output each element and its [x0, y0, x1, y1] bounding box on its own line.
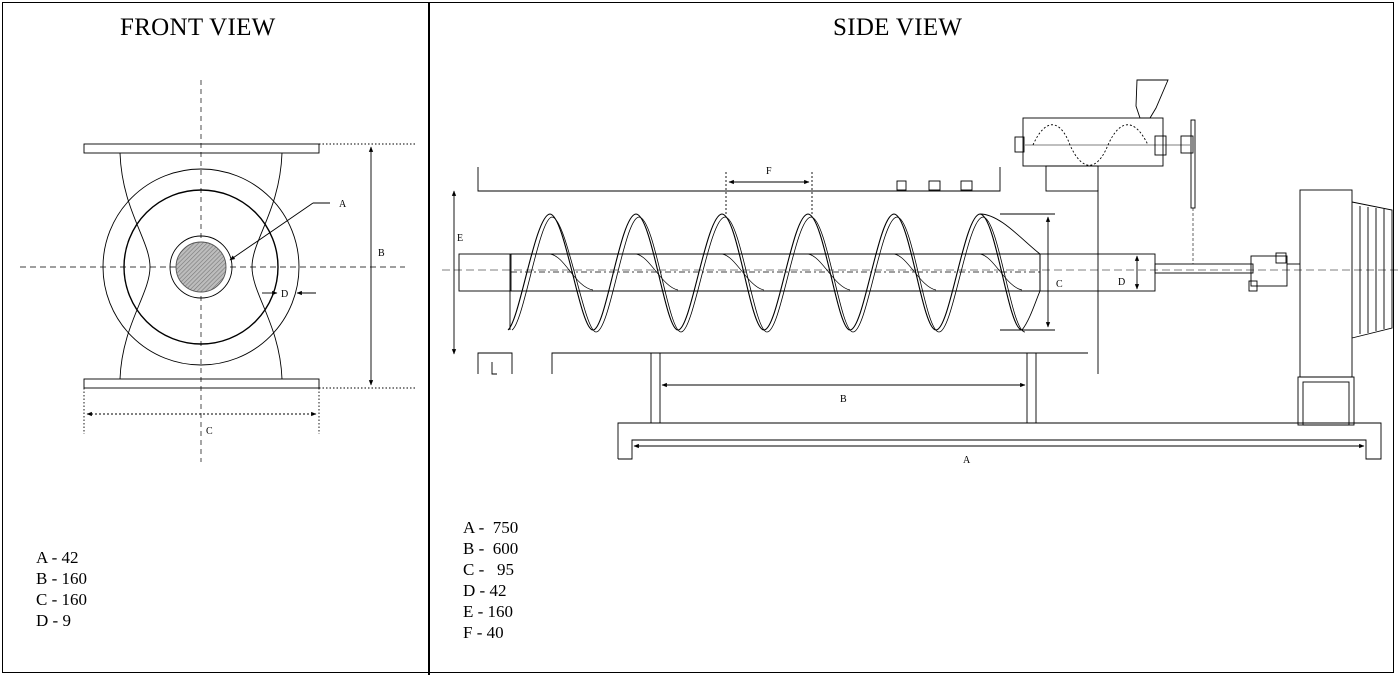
legend-line: D - 9: [36, 611, 71, 630]
side-view-title: SIDE VIEW: [833, 14, 963, 41]
side-feeder-screw: [1032, 124, 1149, 166]
side-port-2: [928, 180, 941, 191]
side-label-b: B: [840, 394, 847, 405]
side-drive-shaft: [1154, 263, 1254, 274]
side-screw-right-flight: [979, 213, 1041, 331]
side-trough-top: [477, 167, 1001, 192]
side-feeder-nozzle: [1154, 135, 1167, 156]
side-feeder-barrel: [1022, 117, 1164, 167]
side-support-left: [650, 352, 661, 424]
front-right-profile: [251, 152, 283, 380]
side-trough-bottom-left: [477, 352, 513, 374]
side-trough-bottom: [551, 352, 1088, 374]
legend-line: C - 160: [36, 590, 87, 609]
side-label-e: E: [457, 233, 463, 244]
side-screw-helix-inner: [549, 253, 1023, 291]
side-label-d: D: [1118, 277, 1125, 288]
front-outer-circle: [102, 168, 300, 366]
side-label-a: A: [963, 455, 971, 466]
side-label-f: F: [766, 166, 772, 177]
side-dimension-legend: A - 750 B - 600 C - 95 D - 42 E - 160 F …: [463, 517, 518, 643]
front-shaft-ring: [169, 235, 233, 299]
legend-line: A - 750: [463, 518, 519, 537]
front-bottom-flange: [83, 378, 320, 389]
side-motor-stand: [1297, 376, 1355, 426]
front-dimension-legend: A - 42 B - 160 C - 160 D - 9: [36, 547, 87, 631]
front-leader-a-diag: [229, 202, 314, 261]
front-inner-circle: [123, 189, 279, 345]
front-view-title: FRONT VIEW: [120, 14, 276, 41]
side-trough-bottom-small: [491, 362, 497, 375]
legend-line: D - 42: [463, 581, 507, 600]
front-label-a: A: [339, 199, 347, 210]
front-label-d: D: [281, 289, 288, 300]
legend-line: B - 600: [463, 539, 519, 558]
side-coupling: [1250, 255, 1288, 287]
side-feeder-base: [1045, 165, 1099, 192]
legend-line: A - 42: [36, 548, 79, 567]
front-shaft-section: [175, 241, 227, 293]
side-coupling-key: [1275, 252, 1287, 264]
side-feeder-end: [1014, 136, 1025, 153]
front-left-profile: [119, 152, 151, 380]
panel-divider: [428, 2, 430, 675]
front-view-labels: A B C D: [206, 199, 385, 437]
side-shaft-end-left: [458, 253, 512, 292]
side-label-c: C: [1056, 279, 1063, 290]
front-label-b: B: [378, 248, 385, 259]
side-base-frame: [617, 422, 1382, 460]
side-screw-helix-b: [511, 216, 1026, 333]
side-feeder-belt: [1190, 119, 1196, 209]
legend-line: E - 160: [463, 602, 514, 621]
side-port-3: [960, 180, 973, 191]
side-feeder-pulley: [1180, 135, 1194, 154]
legend-line: B - 160: [36, 569, 87, 588]
side-support-right: [1026, 352, 1037, 424]
front-label-c: C: [206, 426, 213, 437]
side-view-labels: F E C D B A: [457, 166, 1125, 466]
legend-line: C - 95: [463, 560, 514, 579]
side-motor-frame: [1299, 189, 1353, 378]
side-view-drawing: [442, 79, 1398, 460]
side-port-1: [896, 180, 907, 191]
legend-line: F - 40: [463, 623, 504, 642]
front-top-flange: [83, 143, 320, 154]
front-view-drawing: [20, 80, 415, 462]
side-feeder-hopper: [1135, 79, 1169, 119]
side-coupling-hub: [1248, 280, 1258, 292]
side-motor-fins: [1351, 201, 1393, 339]
